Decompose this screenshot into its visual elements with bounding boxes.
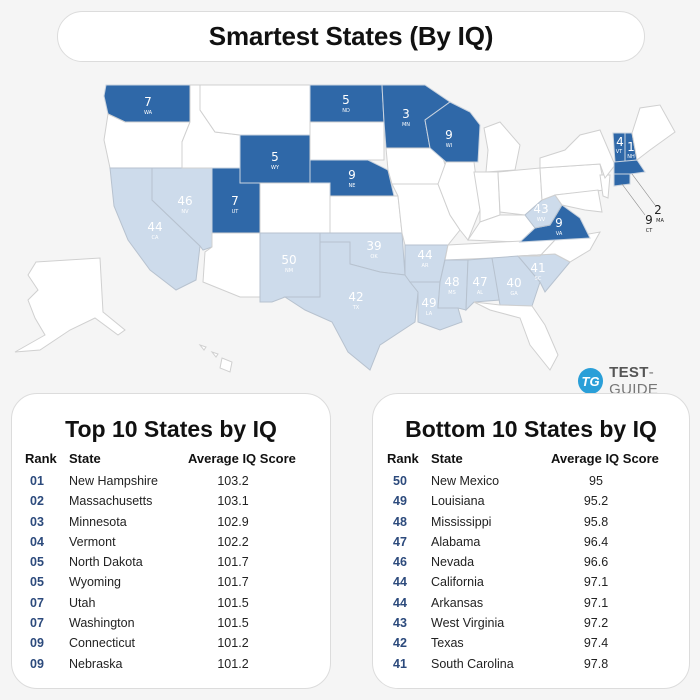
svg-text:NE: NE — [349, 183, 356, 189]
table-row: 41 South Carolina 97.8 — [393, 656, 609, 671]
state-SD — [309, 121, 385, 161]
label-OK-rank: 39 — [366, 239, 381, 253]
svg-text:NH: NH — [627, 154, 635, 160]
label-VT-rank: 4 — [616, 135, 624, 149]
state-FL — [473, 301, 559, 371]
label-AL-rank: 47 — [472, 275, 487, 289]
svg-text:VT: VT — [616, 149, 623, 155]
bottom10-title: Bottom 10 States by IQ — [405, 416, 657, 442]
label-LA-rank: 49 — [421, 296, 436, 310]
table-row: 04 Vermont 102.2 — [30, 534, 249, 549]
svg-text:VA: VA — [556, 231, 563, 237]
logo-mark-icon: TG — [578, 368, 604, 394]
test-guide-logo: TG TEST-GUIDE — [578, 364, 700, 398]
label-NV-rank: 46 — [177, 194, 192, 208]
svg-text:AL: AL — [477, 290, 483, 296]
table-row: 50 New Mexico 95 — [393, 474, 603, 488]
top10-title: Top 10 States by IQ — [65, 416, 277, 442]
state-KS — [329, 195, 403, 234]
table-row: 02 Massachusetts 103.1 — [30, 494, 249, 509]
table-row: 07 Washington 101.5 — [30, 616, 249, 631]
table-row: 46 Nevada 96.6 — [393, 555, 609, 570]
bottom10-header: Rank State Average IQ Score — [387, 451, 659, 466]
table-row: 44 Arkansas 97.1 — [393, 595, 609, 610]
label-NE-rank: 9 — [348, 168, 356, 182]
table-row: 49 Louisiana 95.2 — [393, 494, 609, 509]
table-row: 44 California 97.1 — [393, 575, 609, 590]
table-row: 42 Texas 97.4 — [393, 636, 609, 651]
state-HI — [198, 343, 233, 373]
table-row: 09 Nebraska 101.2 — [30, 656, 249, 671]
svg-text:MN: MN — [402, 122, 410, 128]
table-row: 47 Alabama 96.4 — [393, 534, 609, 549]
table-row: 05 Wyoming 101.7 — [30, 575, 249, 590]
state-MT — [199, 84, 311, 136]
page-title: Smartest States (By IQ) — [208, 21, 494, 51]
label-CA-rank: 44 — [147, 220, 162, 234]
label-MN-rank: 3 — [402, 107, 410, 121]
svg-text:MA: MA — [656, 218, 664, 224]
svg-text:SC: SC — [535, 276, 542, 282]
label-NM-rank: 50 — [281, 253, 296, 267]
label-SC-rank: 41 — [530, 261, 545, 275]
svg-text:CA: CA — [152, 235, 159, 241]
state-CT — [613, 173, 631, 187]
svg-text:OK: OK — [370, 254, 378, 260]
label-ND-rank: 5 — [342, 93, 350, 107]
state-MI — [483, 121, 521, 173]
label-TX-rank: 42 — [348, 290, 363, 304]
svg-text:NV: NV — [181, 209, 189, 215]
title-banner: Smartest States (By IQ) — [57, 11, 645, 62]
label-UT-rank: 7 — [231, 194, 239, 208]
table-row: 01 New Hampshire 103.2 — [30, 474, 249, 488]
label-GA-rank: 40 — [506, 276, 521, 290]
svg-text:AR: AR — [422, 263, 429, 269]
label-WY-rank: 5 — [271, 150, 279, 164]
state-CO — [259, 182, 331, 234]
svg-text:GA: GA — [510, 291, 518, 297]
state-AK — [14, 257, 126, 353]
svg-text:ND: ND — [342, 108, 350, 114]
svg-text:NM: NM — [285, 268, 293, 274]
table-row: 07 Utah 101.5 — [30, 595, 249, 610]
label-MA-rank: 2 — [654, 203, 662, 217]
svg-text:WV: WV — [537, 217, 546, 223]
table-row: 48 Mississippi 95.8 — [393, 514, 609, 529]
label-MS-rank: 48 — [444, 275, 459, 289]
state-AL — [465, 257, 501, 312]
label-WA-rank: 7 — [144, 95, 152, 109]
bottom10-card: Bottom 10 States by IQ Rank State Averag… — [372, 393, 690, 689]
top10-header: Rank State Average IQ Score — [25, 451, 296, 466]
table-row: 03 Minnesota 102.9 — [30, 514, 249, 529]
svg-text:WI: WI — [446, 143, 452, 149]
label-CT-rank: 9 — [645, 213, 653, 227]
svg-text:TX: TX — [352, 305, 360, 311]
label-AR-rank: 44 — [417, 248, 432, 262]
table-row: 05 North Dakota 101.7 — [30, 555, 249, 570]
state-TX — [283, 241, 419, 371]
state-ME — [631, 104, 676, 161]
table-row: 43 West Virginia 97.2 — [393, 616, 609, 631]
svg-text:MS: MS — [448, 290, 456, 296]
label-VA-rank: 9 — [555, 216, 563, 230]
svg-text:CT: CT — [646, 228, 653, 234]
label-WV-rank: 43 — [533, 202, 548, 216]
svg-text:LA: LA — [426, 311, 433, 317]
us-map: 7 WA 5 ND 3 MN 9 WI 5 WY 9 NE 7 UT 46 NV… — [0, 75, 700, 395]
table-row: 09 Connecticut 101.2 — [30, 636, 249, 651]
state-MA — [613, 159, 646, 175]
state-WI — [424, 101, 481, 163]
label-WI-rank: 9 — [445, 128, 453, 142]
svg-text:UT: UT — [232, 209, 240, 215]
svg-text:WA: WA — [144, 110, 153, 116]
svg-text:WY: WY — [271, 165, 280, 171]
state-MD — [554, 189, 603, 213]
state-OR — [103, 113, 191, 169]
label-NH-rank: 1 — [627, 140, 635, 154]
state-AZ — [202, 232, 261, 298]
top10-card: Top 10 States by IQ Rank State Average I… — [11, 393, 331, 689]
state-IL — [437, 161, 481, 241]
